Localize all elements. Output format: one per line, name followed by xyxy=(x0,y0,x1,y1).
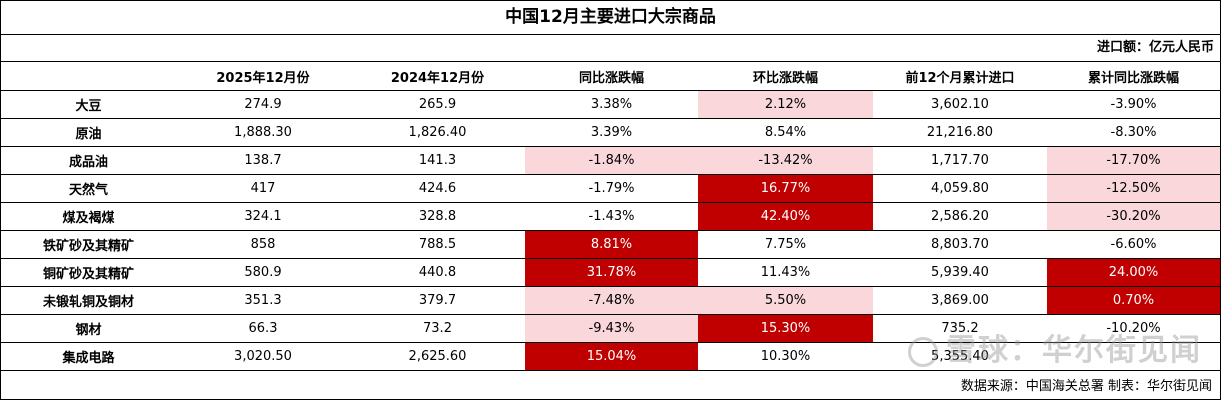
cell-mom: 2.12% xyxy=(698,90,873,119)
table-row: 铜矿砂及其精矿 580.9 440.8 31.78% 11.43% 5,939.40 24.… xyxy=(1,258,1220,287)
cell-cumyoy: 0.70% xyxy=(1047,286,1220,315)
cell-cum: 4,059.80 xyxy=(873,174,1047,203)
cell-yoy: -1.43% xyxy=(525,202,698,231)
cell-cumyoy: -30.20% xyxy=(1047,202,1220,231)
cell-yoy: 15.04% xyxy=(525,342,698,371)
cell-v2025: 580.9 xyxy=(176,258,350,287)
cell-name: 铜矿砂及其精矿 xyxy=(1,258,176,287)
snowball-logo-icon xyxy=(908,336,938,367)
table-row: 集成电路 3,020.50 2,625.60 15.04% 10.30% 5,355.40 xyxy=(1,342,1220,371)
cell-cumyoy: -6.60% xyxy=(1047,230,1220,259)
source-footer: 数据来源：中国海关总署 制表：华尔街见闻 xyxy=(960,379,1212,394)
table-row: 钢材 66.3 73.2 -9.43% 15.30% 735.2 -10.20% xyxy=(1,314,1220,343)
table-row: 大豆 274.9 265.9 3.38% 2.12% 3,602.10 -3.90% xyxy=(1,90,1220,119)
cell-name: 大豆 xyxy=(1,90,176,119)
table-row: 未锻轧铜及铜材 351.3 379.7 -7.48% 5.50% 3,869.00 0.70… xyxy=(1,286,1220,315)
cell-v2024: 440.8 xyxy=(350,258,525,287)
cell-mom: 10.30% xyxy=(698,342,873,371)
header-cell-yoy: 同比涨跌幅 xyxy=(525,62,698,91)
table-row: 天然气 417 424.6 -1.79% 16.77% 4,059.80 -12.50% xyxy=(1,174,1220,203)
cell-v2024: 788.5 xyxy=(350,230,525,259)
cell-v2024: 424.6 xyxy=(350,174,525,203)
cell-mom: 42.40% xyxy=(698,202,873,231)
cell-mom: 8.54% xyxy=(698,118,873,147)
cell-cum: 2,586.20 xyxy=(873,202,1047,231)
cell-name: 集成电路 xyxy=(1,342,176,371)
table-row: 铁矿砂及其精矿 858 788.5 8.81% 7.75% 8,803.70 -6.60% xyxy=(1,230,1220,259)
cell-cum: 735.2 xyxy=(873,314,1047,343)
cell-cumyoy xyxy=(1047,342,1220,371)
header-cell-2025: 2025年12月份 xyxy=(176,62,350,91)
unit-label: 进口额：亿元人民币 xyxy=(1,35,1220,62)
cell-v2024: 141.3 xyxy=(350,146,525,175)
cell-mom: 16.77% xyxy=(698,174,873,203)
cell-yoy: -1.84% xyxy=(525,146,698,175)
cell-v2025: 3,020.50 xyxy=(176,342,350,371)
header-cell-mom: 环比涨跌幅 xyxy=(698,62,873,91)
cell-name: 成品油 xyxy=(1,146,176,175)
cell-name: 天然气 xyxy=(1,174,176,203)
cell-cum: 5,939.40 xyxy=(873,258,1047,287)
cell-name: 铁矿砂及其精矿 xyxy=(1,230,176,259)
cell-mom: 15.30% xyxy=(698,314,873,343)
cell-v2025: 66.3 xyxy=(176,314,350,343)
cell-v2024: 73.2 xyxy=(350,314,525,343)
cell-v2025: 858 xyxy=(176,230,350,259)
cell-yoy: -1.79% xyxy=(525,174,698,203)
cell-v2025: 274.9 xyxy=(176,90,350,119)
header-row: 2025年12月份 2024年12月份 同比涨跌幅 环比涨跌幅 前12个月累计进… xyxy=(1,62,1220,91)
cell-name: 原油 xyxy=(1,118,176,147)
cell-mom: -13.42% xyxy=(698,146,873,175)
cell-cum: 3,602.10 xyxy=(873,90,1047,119)
cell-cumyoy: -8.30% xyxy=(1047,118,1220,147)
table-row: 煤及褐煤 324.1 328.8 -1.43% 42.40% 2,586.20 -30.20… xyxy=(1,202,1220,231)
table-row: 原油 1,888.30 1,826.40 3.39% 8.54% 21,216.80 -8.… xyxy=(1,118,1220,147)
cell-cumyoy: -3.90% xyxy=(1047,90,1220,119)
cell-mom: 11.43% xyxy=(698,258,873,287)
cell-v2024: 379.7 xyxy=(350,286,525,315)
cell-v2025: 138.7 xyxy=(176,146,350,175)
cell-name: 钢材 xyxy=(1,314,176,343)
cell-cumyoy: -12.50% xyxy=(1047,174,1220,203)
cell-mom: 7.75% xyxy=(698,230,873,259)
header-cell-2024: 2024年12月份 xyxy=(350,62,525,91)
table-row: 成品油 138.7 141.3 -1.84% -13.42% 1,717.70 -17.70… xyxy=(1,146,1220,175)
cell-cumyoy: -17.70% xyxy=(1047,146,1220,175)
cell-v2024: 328.8 xyxy=(350,202,525,231)
table-title: 中国12月主要进口大宗商品 xyxy=(1,1,1220,35)
header-cell-cumulative: 前12个月累计进口 xyxy=(873,62,1047,91)
cell-v2025: 1,888.30 xyxy=(176,118,350,147)
watermark: 雪球：华尔街见闻 xyxy=(908,325,1202,369)
cell-name: 煤及褐煤 xyxy=(1,202,176,231)
header-cell-cumulative-yoy: 累计同比涨跌幅 xyxy=(1047,62,1220,91)
header-cell-name xyxy=(1,62,176,91)
cell-v2024: 2,625.60 xyxy=(350,342,525,371)
cell-yoy: 3.38% xyxy=(525,90,698,119)
cell-cum: 21,216.80 xyxy=(873,118,1047,147)
cell-yoy: 31.78% xyxy=(525,258,698,287)
cell-mom: 5.50% xyxy=(698,286,873,315)
cell-cumyoy: 24.00% xyxy=(1047,258,1220,287)
cell-v2024: 1,826.40 xyxy=(350,118,525,147)
cell-v2024: 265.9 xyxy=(350,90,525,119)
cell-yoy: -9.43% xyxy=(525,314,698,343)
cell-cum: 3,869.00 xyxy=(873,286,1047,315)
cell-yoy: -7.48% xyxy=(525,286,698,315)
cell-cum: 5,355.40 xyxy=(873,342,1047,371)
cell-name: 未锻轧铜及铜材 xyxy=(1,286,176,315)
cell-cumyoy: -10.20% xyxy=(1047,314,1220,343)
cell-cum: 8,803.70 xyxy=(873,230,1047,259)
cell-v2025: 417 xyxy=(176,174,350,203)
cell-v2025: 324.1 xyxy=(176,202,350,231)
cell-yoy: 8.81% xyxy=(525,230,698,259)
cell-v2025: 351.3 xyxy=(176,286,350,315)
cell-yoy: 3.39% xyxy=(525,118,698,147)
cell-cum: 1,717.70 xyxy=(873,146,1047,175)
commodity-table: 2025年12月份 2024年12月份 同比涨跌幅 环比涨跌幅 前12个月累计进… xyxy=(1,62,1220,371)
